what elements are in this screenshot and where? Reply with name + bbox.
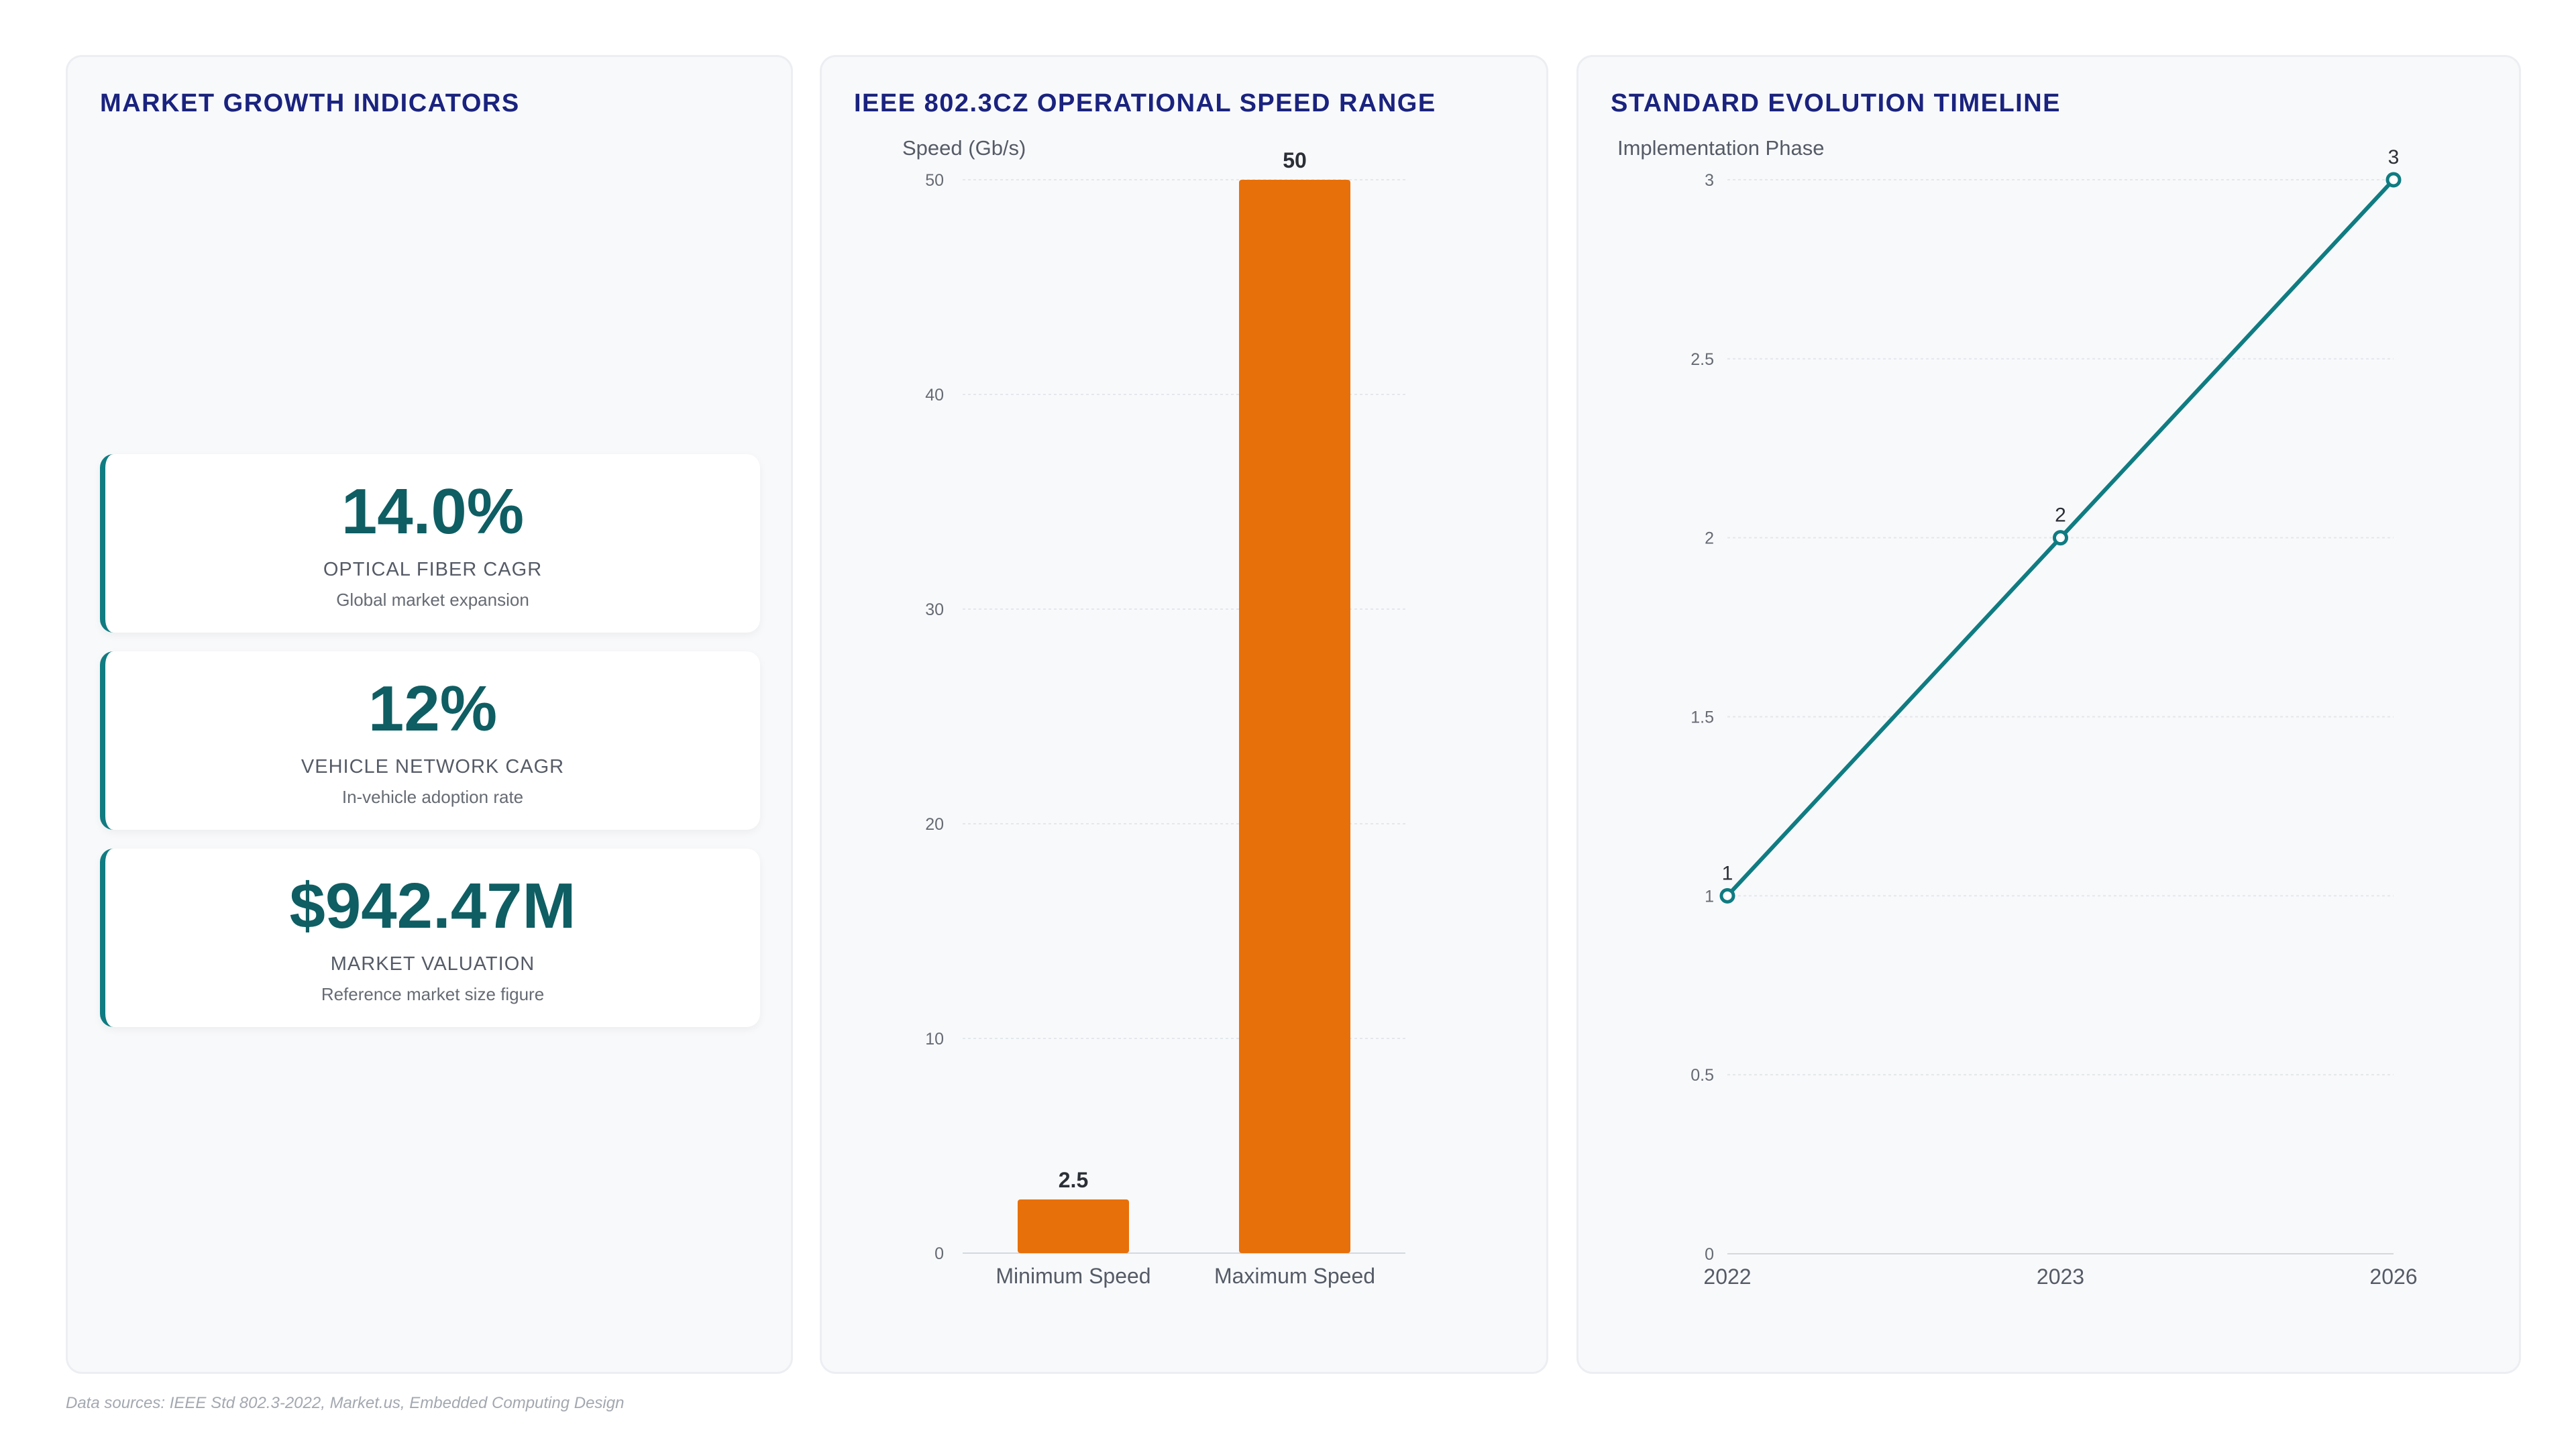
y-tick-label: 40 bbox=[925, 386, 944, 405]
kpi-value: 14.0% bbox=[341, 476, 525, 547]
x-tick-label: 2022 bbox=[1703, 1265, 1751, 1289]
data-point bbox=[1719, 888, 1735, 904]
point-data-label: 2 bbox=[2055, 504, 2066, 527]
speed-bar-chart: Speed (Gb/s) 0 10 20 30 40 50 2.5 Minimum Speed 5… bbox=[902, 136, 1405, 1288]
y-tick-label: 0 bbox=[1705, 1245, 1714, 1264]
data-sources-footer: Data sources: IEEE Std 802.3-2022, Marke… bbox=[66, 1394, 625, 1412]
bar-data-label: 50 bbox=[1283, 148, 1307, 172]
kpi-subtitle: In-vehicle adoption rate bbox=[341, 787, 524, 807]
kpi-card-optical-fiber: 14.0% OPTICAL FIBER CAGR Global market e… bbox=[100, 454, 760, 633]
x-tick-label: 2026 bbox=[2369, 1265, 2417, 1289]
y-tick-label: 2 bbox=[1705, 529, 1714, 548]
point-data-label: 1 bbox=[1722, 862, 1733, 884]
kpi-card-vehicle-network: 12% VEHICLE NETWORK CAGR In-vehicle adop… bbox=[100, 651, 760, 830]
kpi-label: VEHICLE NETWORK CAGR bbox=[301, 756, 565, 777]
data-point bbox=[2053, 530, 2068, 546]
y-tick-label: 0.5 bbox=[1690, 1066, 1714, 1085]
timeline-line-chart: Implementation Phase 0 0.5 1 1.5 2 2.5 3 1 2022 2 2… bbox=[1617, 136, 2418, 1289]
kpi-value: 12% bbox=[368, 673, 498, 745]
speed-chart-panel: IEEE 802.3CZ OPERATIONAL SPEED RANGE Spe… bbox=[820, 55, 1548, 1374]
data-point bbox=[2385, 172, 2402, 188]
kpi-panel: MARKET GROWTH INDICATORS 14.0% OPTICAL F… bbox=[66, 55, 793, 1374]
point-data-label: 3 bbox=[2388, 146, 2400, 168]
bar bbox=[1239, 180, 1350, 1253]
y-axis-label: Speed (Gb/s) bbox=[902, 136, 1026, 160]
x-tick-label: 2023 bbox=[2037, 1265, 2084, 1289]
kpi-label: OPTICAL FIBER CAGR bbox=[323, 559, 543, 580]
y-tick-label: 2.5 bbox=[1690, 350, 1714, 369]
timeline-chart-title: STANDARD EVOLUTION TIMELINE bbox=[1611, 89, 2061, 117]
y-tick-label: 1.5 bbox=[1690, 708, 1714, 727]
y-tick-label: 3 bbox=[1705, 171, 1714, 190]
kpi-label: MARKET VALUATION bbox=[330, 953, 535, 975]
timeline-chart-panel: STANDARD EVOLUTION TIMELINE Implementati… bbox=[1576, 55, 2521, 1374]
speed-chart-title: IEEE 802.3CZ OPERATIONAL SPEED RANGE bbox=[854, 89, 1436, 117]
y-tick-label: 1 bbox=[1705, 887, 1714, 906]
y-tick-label: 10 bbox=[925, 1030, 944, 1049]
kpi-value: $942.47M bbox=[289, 870, 576, 942]
bar bbox=[1018, 1199, 1129, 1253]
y-tick-label: 50 bbox=[925, 171, 944, 190]
kpi-panel-title: MARKET GROWTH INDICATORS bbox=[100, 89, 520, 117]
kpi-subtitle: Reference market size figure bbox=[321, 984, 545, 1004]
y-axis-label: Implementation Phase bbox=[1617, 136, 1824, 160]
y-tick-label: 30 bbox=[925, 600, 944, 619]
y-tick-label: 0 bbox=[934, 1244, 944, 1263]
bar-data-label: 2.5 bbox=[1059, 1168, 1088, 1192]
y-tick-label: 20 bbox=[925, 815, 944, 834]
x-tick-label: Minimum Speed bbox=[996, 1264, 1150, 1288]
kpi-card-market-valuation: $942.47M MARKET VALUATION Reference mark… bbox=[100, 849, 760, 1027]
kpi-subtitle: Global market expansion bbox=[336, 590, 529, 610]
x-tick-label: Maximum Speed bbox=[1214, 1264, 1375, 1288]
